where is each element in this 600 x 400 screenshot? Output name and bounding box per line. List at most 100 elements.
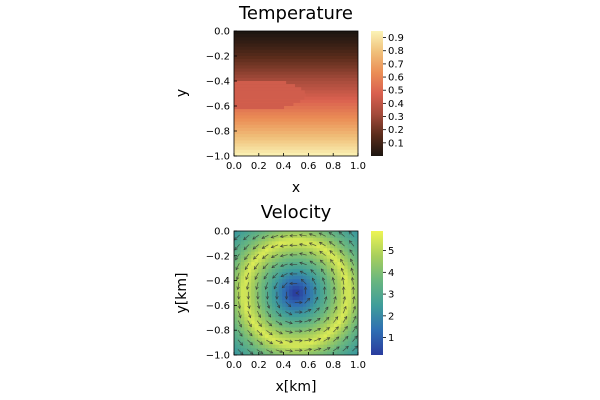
velocity-cell [327, 320, 331, 325]
velocity-arrow [247, 329, 253, 337]
velocity-arrow [275, 310, 282, 317]
velocity-cell [254, 330, 259, 335]
velocity-arrow [273, 282, 278, 289]
velocity-cell [309, 341, 314, 346]
velocity-cell [354, 351, 358, 355]
velocity-cell [306, 286, 311, 291]
velocity-cell [254, 303, 259, 308]
velocity-cell [261, 327, 266, 332]
velocity-cell [337, 286, 342, 291]
velocity-cell [258, 282, 263, 287]
velocity-arrow-head [269, 350, 274, 354]
velocity-cell [289, 275, 294, 280]
temperature-ylabel: y [174, 89, 190, 97]
velocity-arrow-head [331, 267, 335, 272]
velocity-colorbar [371, 231, 383, 355]
velocity-cell [254, 275, 259, 280]
velocity-cell [265, 248, 269, 253]
velocity-arrow [313, 307, 320, 314]
velocity-cell [296, 351, 300, 355]
velocity-cell [261, 334, 266, 339]
velocity-cell [282, 337, 287, 342]
velocity-cell [292, 337, 297, 342]
velocity-cell [323, 251, 328, 256]
velocity-cell [258, 310, 263, 315]
velocity-cell [240, 237, 245, 242]
velocity-cell [271, 268, 276, 273]
velocity-cell [354, 255, 358, 260]
velocity-cell [244, 313, 249, 318]
velocity-arrow [243, 234, 250, 240]
velocity-cell [340, 272, 345, 277]
velocity-cell [320, 324, 325, 328]
velocity-cell [282, 265, 287, 270]
velocity-arrow [304, 319, 312, 323]
velocity-cell [251, 279, 256, 284]
velocity-cell [306, 303, 311, 308]
velocity-cell [285, 244, 290, 249]
velocity-cell [309, 299, 314, 304]
temperature-row [234, 112, 358, 116]
velocity-cell [302, 248, 307, 253]
velocity-cell [261, 262, 266, 266]
velocity-cell [354, 341, 358, 346]
velocity-cell [306, 244, 311, 249]
velocity-cell [254, 293, 259, 297]
velocity-cell [344, 348, 349, 353]
velocity-cell [251, 317, 256, 322]
velocity-cell [323, 255, 328, 260]
velocity-cell [292, 330, 297, 335]
velocity-cell [323, 262, 328, 266]
velocity-cell [320, 327, 325, 332]
velocity-cell [247, 279, 252, 284]
velocity-cell [309, 255, 314, 260]
velocity-cell [354, 279, 358, 284]
velocity-cell [278, 324, 283, 328]
velocity-cell [240, 258, 245, 263]
velocity-arrow [253, 263, 259, 270]
velocity-cell [251, 320, 256, 325]
velocity-cell [268, 344, 273, 349]
velocity-arrow-head [276, 304, 281, 309]
velocity-cell [347, 327, 352, 332]
velocity-cell [344, 293, 349, 297]
velocity-cell [344, 234, 349, 239]
velocity-arrow-head [308, 328, 313, 332]
y-tick-label: −1.0 [206, 351, 230, 362]
velocity-arrow-head [264, 286, 268, 290]
velocity-cell [275, 275, 280, 280]
velocity-arrow-head [352, 305, 357, 310]
velocity-cell [347, 244, 352, 249]
velocity-cell [268, 262, 273, 266]
velocity-cell [261, 299, 266, 304]
velocity-cell [344, 310, 349, 315]
velocity-cell [354, 237, 358, 242]
velocity-arrow [247, 339, 253, 346]
velocity-cell [344, 282, 349, 287]
velocity-cell [268, 330, 273, 335]
velocity-cell [254, 324, 259, 328]
velocity-cell [340, 279, 345, 284]
velocity-cell [247, 255, 252, 260]
velocity-cell [292, 313, 297, 318]
velocity-arrow [247, 349, 254, 355]
velocity-arrow-head [270, 244, 275, 249]
velocity-cell [251, 282, 256, 287]
velocity-arrow-head [273, 285, 277, 290]
velocity-cell [285, 265, 290, 270]
velocity-cell [278, 237, 283, 242]
velocity-cell [282, 320, 287, 325]
velocity-cell [237, 306, 242, 311]
velocity-arrow-head [333, 296, 337, 300]
velocity-cell [313, 268, 318, 273]
velocity-arrow [342, 306, 347, 314]
velocity-cell [316, 279, 321, 284]
velocity-cell [344, 275, 349, 280]
velocity-cell [327, 248, 331, 253]
velocity-arrow-head [288, 312, 293, 316]
velocity-cell [234, 241, 238, 246]
velocity-cell [237, 265, 242, 270]
velocity-cell [251, 234, 256, 239]
velocity-cell [240, 344, 245, 349]
velocity-cell [282, 255, 287, 260]
